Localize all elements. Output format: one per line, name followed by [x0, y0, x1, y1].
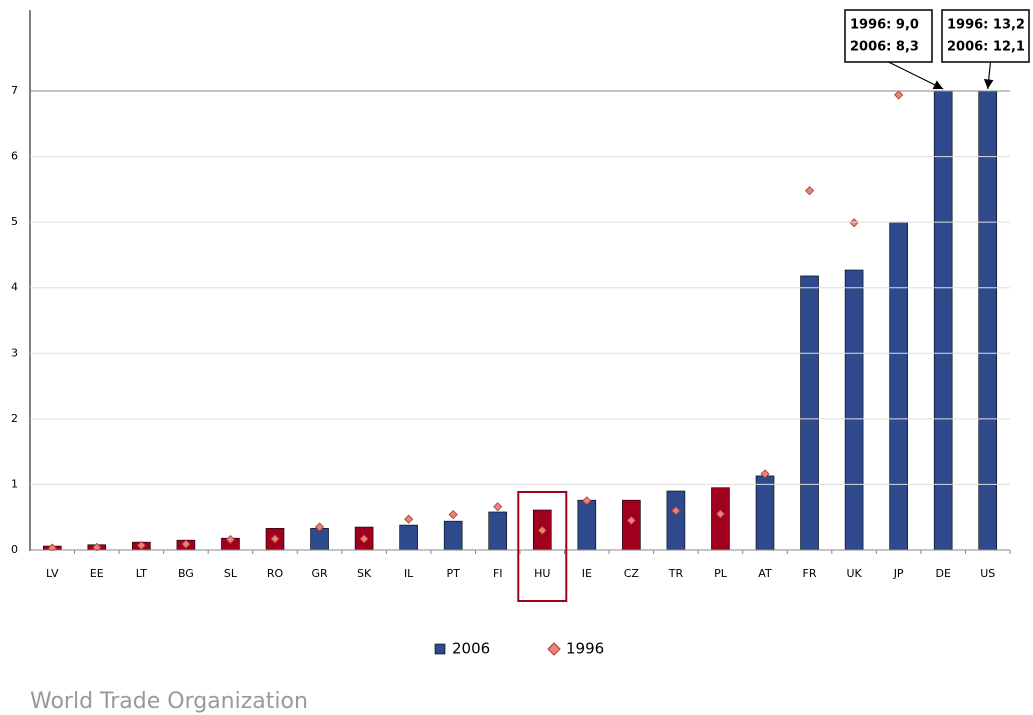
- y-tick-label: 2: [11, 412, 18, 425]
- y-tick-label: 4: [11, 281, 18, 294]
- x-tick-label: SK: [357, 567, 372, 580]
- bar: [978, 91, 998, 551]
- bar: [933, 91, 953, 551]
- bar: [488, 511, 508, 551]
- bar: [622, 499, 641, 551]
- bar: [711, 487, 730, 551]
- legend-label: 1996: [566, 640, 604, 658]
- annotation-box: [844, 9, 933, 63]
- x-tick-label: PT: [447, 567, 461, 580]
- marker: [448, 510, 458, 520]
- bar: [755, 475, 775, 551]
- marker: [626, 515, 636, 526]
- marker: [92, 542, 102, 551]
- x-tick-label: DE: [935, 567, 950, 580]
- x-tick-label: IL: [404, 567, 414, 580]
- x-tick-label: SL: [224, 567, 238, 580]
- x-tick-label: FI: [493, 567, 503, 580]
- bar: [577, 499, 597, 551]
- legend-swatch: [547, 642, 561, 656]
- annotation-box: [941, 9, 1030, 63]
- marker: [404, 514, 414, 524]
- bar: [889, 221, 908, 551]
- x-tick-label: LV: [46, 567, 59, 580]
- legend-label: 2006: [452, 640, 490, 658]
- x-tick-label: HU: [534, 567, 550, 580]
- marker: [493, 502, 503, 512]
- annotation-text: 1996: 13,2: [947, 18, 1025, 33]
- x-tick-label: LT: [136, 567, 148, 580]
- x-tick-label: RO: [267, 567, 284, 580]
- x-tick-label: CZ: [624, 567, 640, 580]
- annotation-text: 1996: 9,0: [850, 18, 919, 33]
- marker: [181, 539, 191, 549]
- marker: [537, 525, 547, 535]
- x-tick-label: FR: [803, 567, 817, 580]
- x-tick-label: UK: [846, 567, 862, 580]
- marker: [47, 543, 57, 551]
- y-tick-label: 0: [11, 543, 18, 556]
- marker: [314, 522, 325, 532]
- x-tick-label: EE: [90, 567, 104, 580]
- bar: [443, 520, 463, 551]
- annotation-text: 2006: 8,3: [850, 40, 919, 55]
- marker: [760, 469, 770, 479]
- plot-area: [42, 91, 998, 551]
- bar: [844, 269, 864, 551]
- marker: [582, 496, 592, 506]
- x-tick-label: IE: [582, 567, 592, 580]
- bar: [399, 524, 418, 551]
- annotation-arrow: [983, 61, 994, 90]
- bar: [666, 490, 686, 551]
- marker: [671, 506, 681, 516]
- marker: [894, 91, 904, 100]
- marker: [270, 534, 280, 544]
- y-tick-label: 6: [11, 150, 18, 163]
- y-tick-label: 1: [11, 477, 18, 490]
- legend-swatch: [434, 643, 446, 655]
- source: World Trade Organization: [30, 689, 308, 714]
- x-tick-label: AT: [758, 567, 772, 580]
- bar: [800, 275, 819, 551]
- x-tick-label: PL: [714, 567, 728, 580]
- marker: [359, 534, 369, 544]
- annotation-arrow: [888, 61, 944, 90]
- x-tick-label: TR: [668, 567, 684, 580]
- annotation-text: 2006: 12,1: [947, 40, 1025, 55]
- marker: [804, 186, 815, 196]
- highlight-box: [517, 491, 568, 602]
- y-tick-label: 5: [11, 215, 18, 228]
- x-tick-label: GR: [311, 567, 328, 580]
- x-tick-label: US: [980, 567, 995, 580]
- marker: [225, 534, 236, 545]
- y-tick-label: 7: [11, 84, 18, 97]
- x-tick-label: JP: [893, 567, 904, 580]
- x-tick-label: BG: [178, 567, 194, 580]
- y-tick-label: 3: [11, 346, 18, 359]
- marker: [849, 218, 859, 228]
- marker: [715, 509, 726, 519]
- marker: [136, 540, 146, 550]
